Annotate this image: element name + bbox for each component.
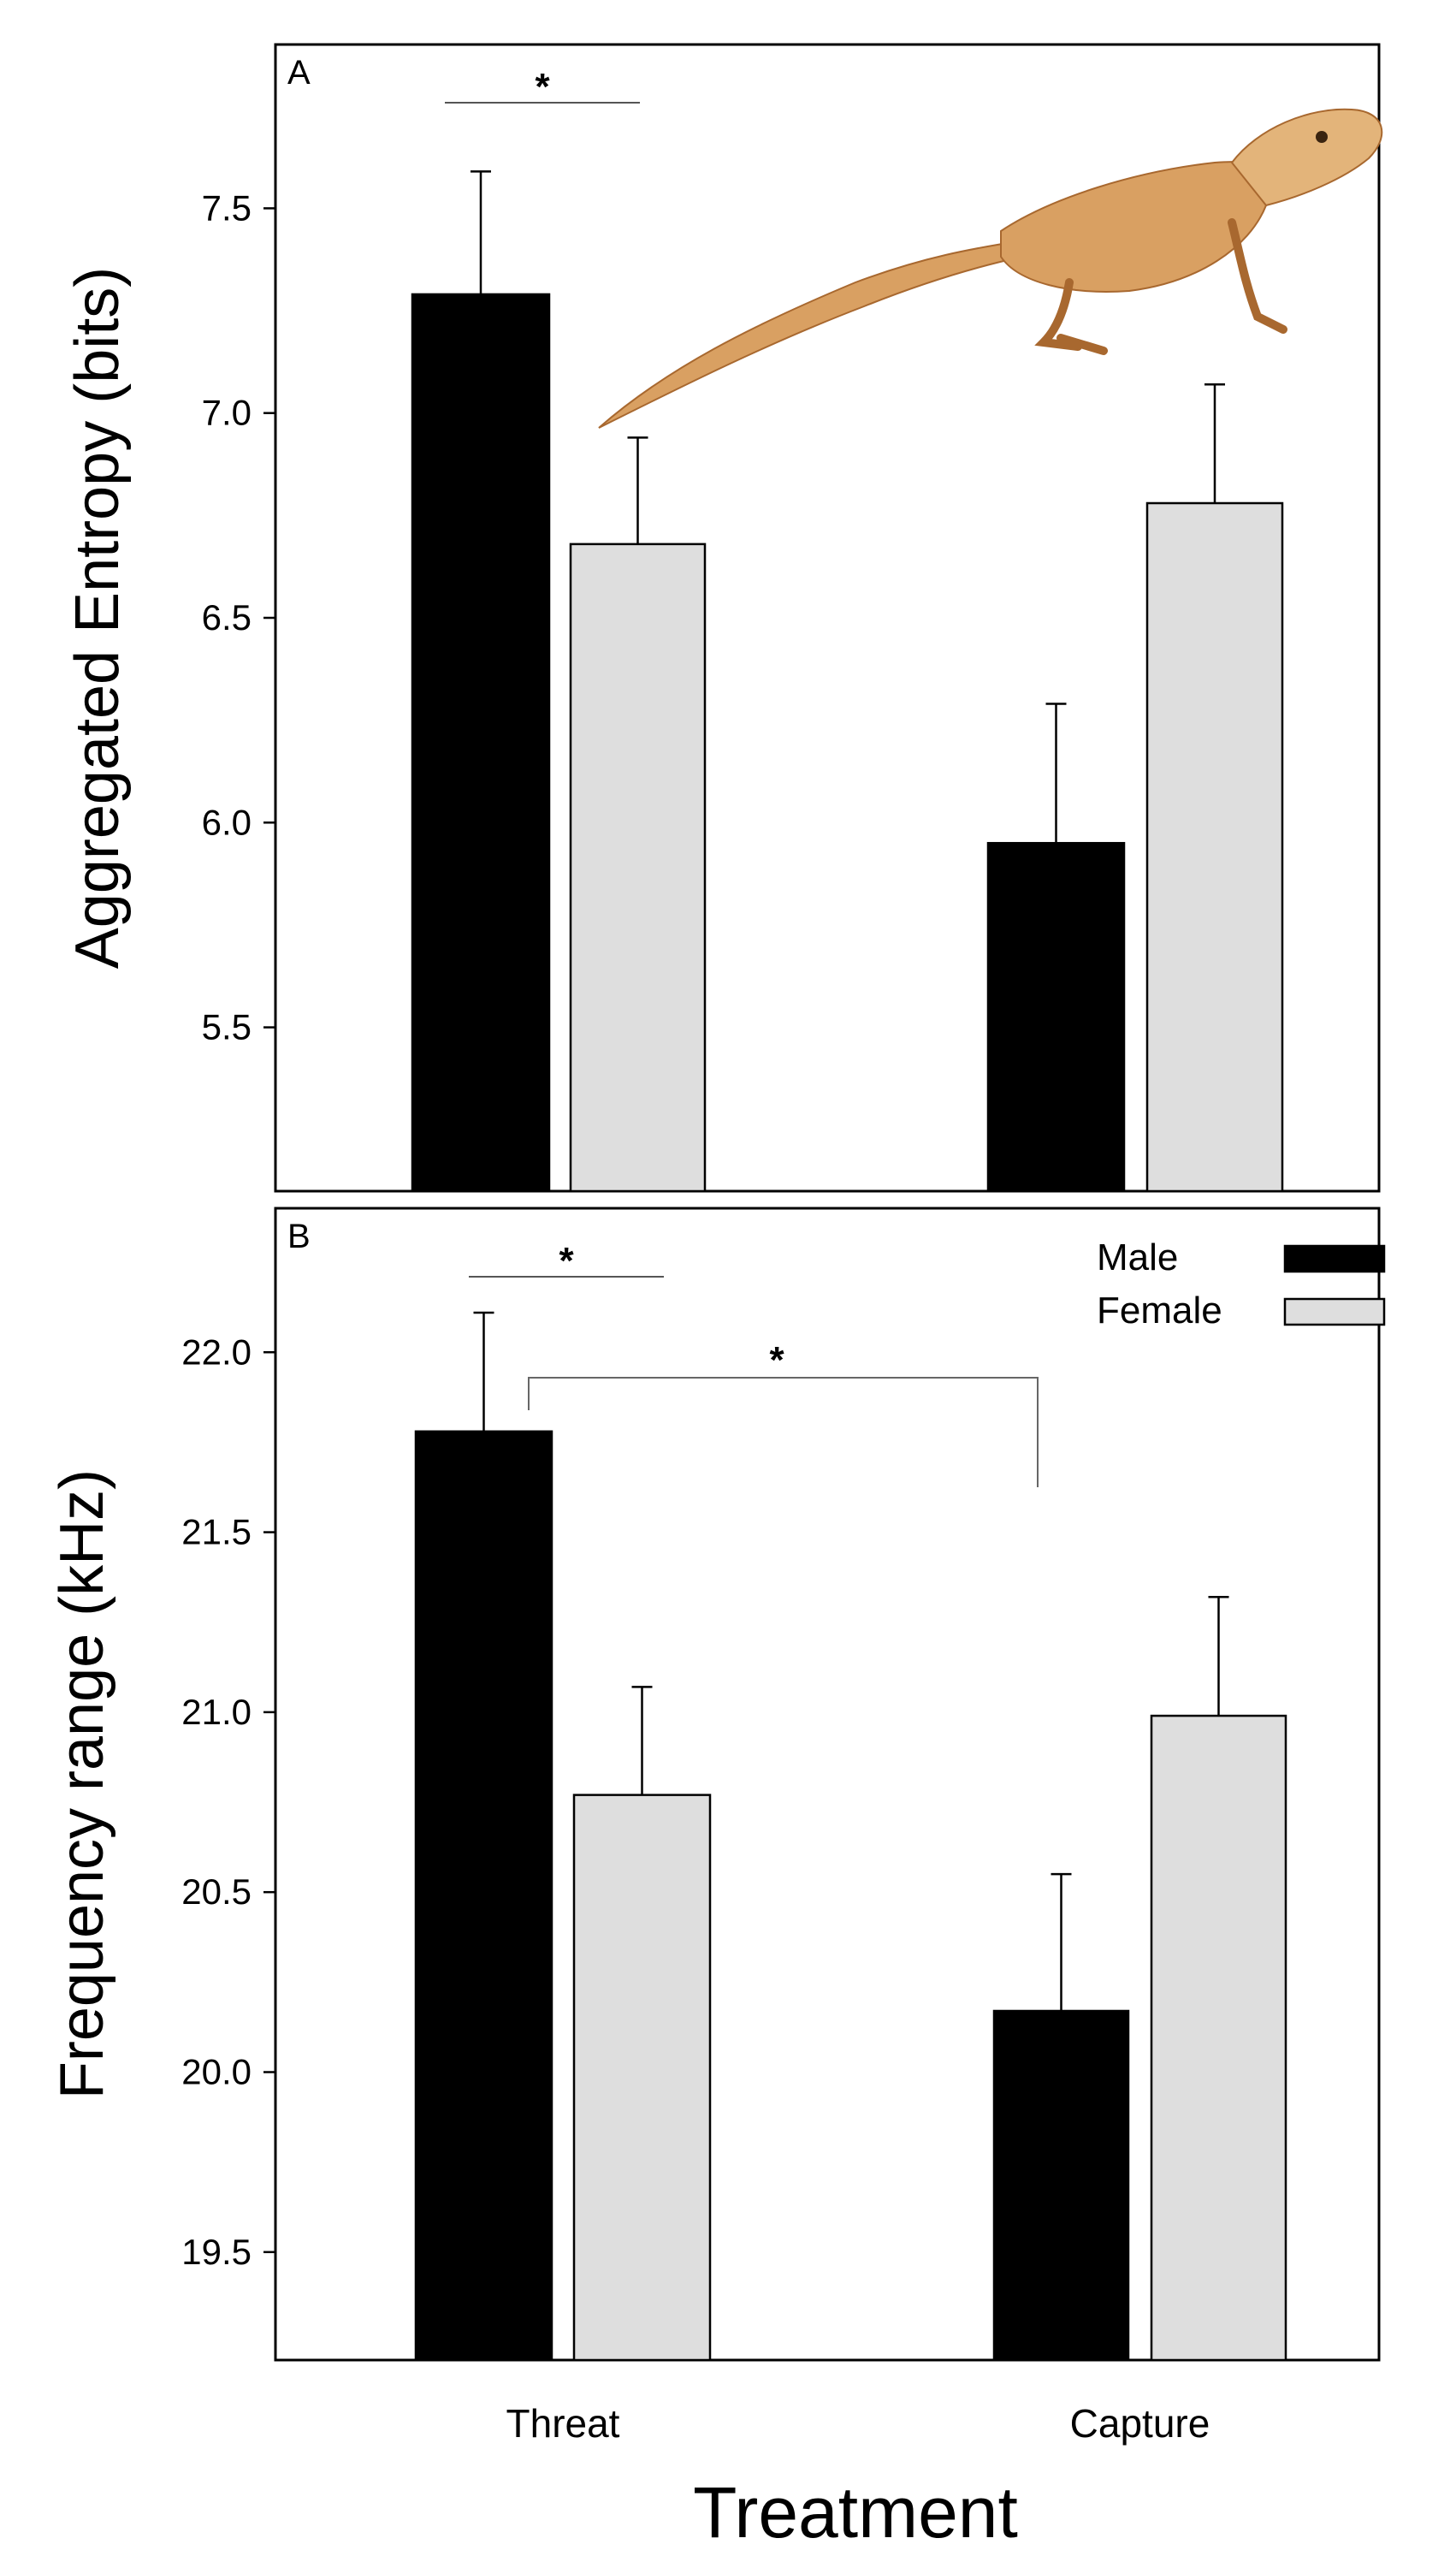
y-tick-label: 21.0 [181, 1692, 252, 1732]
plot-frame [274, 1207, 1381, 2362]
bar-female-capture [1150, 1714, 1287, 2362]
x-axis-title: Treatment [693, 2472, 1018, 2553]
y-tick-label: 6.5 [202, 597, 252, 638]
lizard-head [1230, 108, 1383, 207]
bar-female-threat [569, 543, 707, 1193]
y-tick-label: 7.0 [202, 393, 252, 433]
legend-label-male: Male [1097, 1237, 1178, 1278]
panel-letter: B [287, 1218, 311, 1255]
y-axis-title: Frequency range (kHz) [48, 1469, 116, 2099]
lizard-tail [598, 240, 1024, 429]
legend-label-female: Female [1097, 1290, 1222, 1331]
y-tick-label: 22.0 [181, 1331, 252, 1372]
panel-a-entropy-chart: A 5.5 6.0 6.5 7.0 7.5 Aggregated Entropy (bits… [63, 43, 1383, 1193]
bar-male-capture [986, 841, 1126, 1193]
lizard-front-leg [1228, 218, 1287, 334]
panel-b-frequency-chart: B 19.5 20.0 20.5 21.0 21.5 22.0 Frequency range… [48, 1207, 1386, 2446]
bar-female-threat [572, 1794, 712, 2362]
y-tick-label: 7.5 [202, 187, 252, 228]
y-tick-label: 6.0 [202, 802, 252, 842]
y-tick-label: 20.0 [181, 2052, 252, 2092]
y-tick-label: 20.5 [181, 1871, 252, 1912]
significance-star: * [535, 66, 550, 108]
legend-swatch-male [1283, 1244, 1386, 1273]
y-axis-title: Aggregated Entropy (bits) [63, 267, 132, 969]
x-category-label: Capture [1070, 2401, 1210, 2446]
significance-star: * [769, 1339, 784, 1381]
significance-bracket [528, 1377, 1039, 1487]
y-tick-label: 5.5 [202, 1007, 252, 1047]
lizard-photo [598, 108, 1383, 429]
panel-letter: A [287, 54, 311, 92]
y-tick-label: 19.5 [181, 2232, 252, 2272]
legend-swatch-female [1283, 1297, 1386, 1326]
bar-female-capture [1145, 501, 1284, 1193]
legend: Male Female [1097, 1237, 1386, 1331]
lizard-eye [1316, 131, 1328, 143]
bar-male-threat [411, 293, 551, 1193]
y-tick-label: 21.5 [181, 1512, 252, 1552]
significance-star: * [559, 1240, 574, 1282]
bar-male-threat [414, 1430, 553, 2362]
bar-male-capture [992, 2009, 1130, 2362]
lizard-hind-leg [1034, 278, 1108, 355]
x-category-label: Threat [506, 2401, 620, 2446]
